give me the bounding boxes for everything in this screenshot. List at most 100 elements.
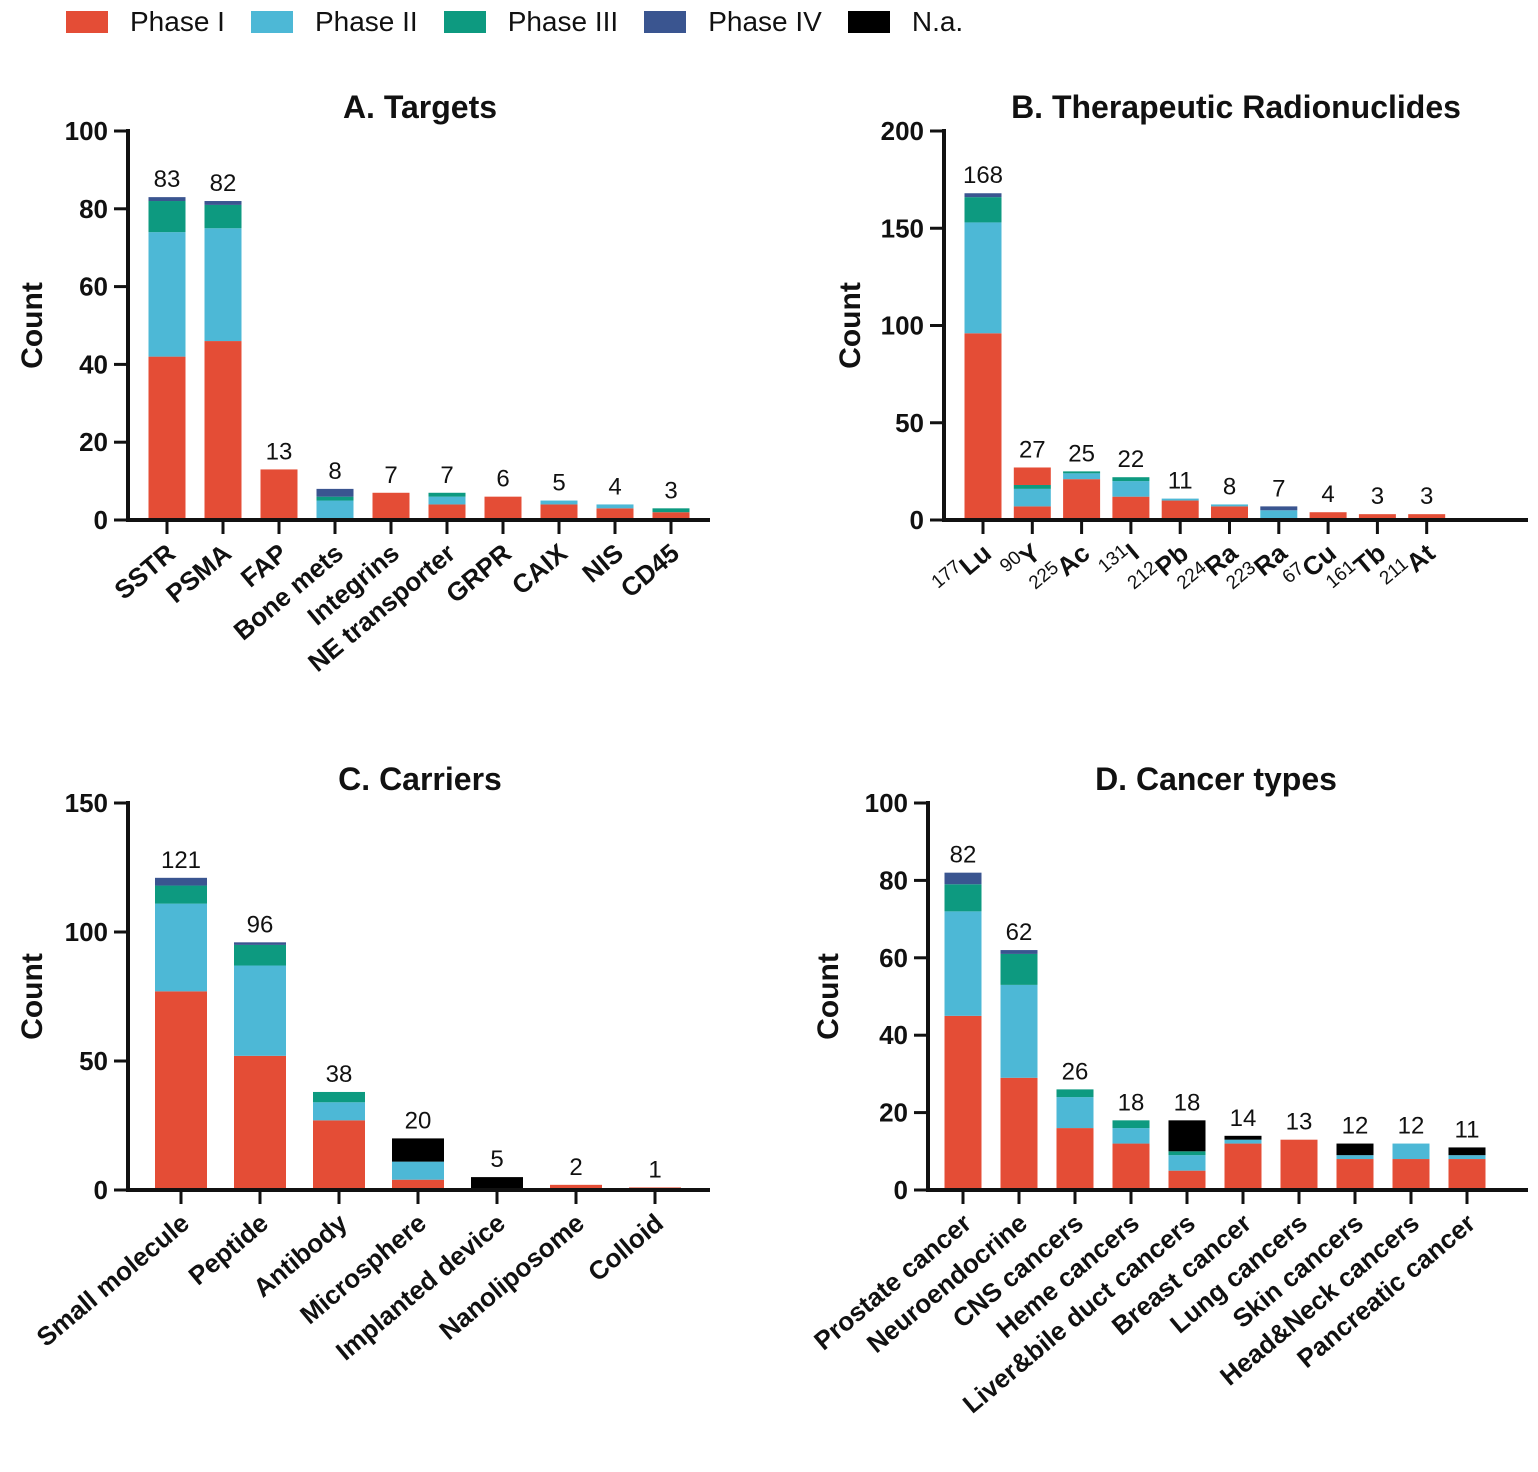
bar-segment-phase-i [234, 1055, 286, 1190]
bar-segment-phase-i [155, 991, 207, 1190]
bar-segment-phase-ii [1392, 1143, 1430, 1160]
bar-segment-phase-ii [1000, 984, 1038, 1078]
x-tick-label: PSMA [160, 537, 237, 608]
bar-segment-phase-iii [155, 885, 207, 904]
data-label: 8 [328, 458, 341, 485]
data-label: 8 [1223, 473, 1236, 500]
bar-segment-phase-i [1112, 1143, 1150, 1190]
bar-segment-phase-i [944, 1015, 982, 1190]
bar-segment-phase-i [652, 512, 690, 520]
x-tick-label: Colloid [582, 1208, 669, 1288]
data-label: 3 [1420, 483, 1433, 510]
data-label: 13 [1286, 1109, 1313, 1136]
bar-segment-phase-iii [1112, 1120, 1150, 1129]
y-tick-label: 50 [79, 1046, 108, 1076]
y-axis-title: Count [812, 953, 845, 1040]
legend-item-n-a: N.a. [847, 6, 964, 38]
bar-segment-phase-i [1448, 1159, 1486, 1190]
y-axis-title: Count [16, 953, 49, 1040]
y-tick-label: 100 [881, 311, 924, 341]
x-tick-label: CD45 [615, 538, 685, 604]
y-tick-label: 20 [79, 427, 108, 457]
bar-segment-phase-iv [155, 877, 207, 886]
y-tick-label: 40 [79, 349, 108, 379]
legend-label: Phase I [130, 6, 225, 37]
data-label: 5 [552, 470, 565, 497]
bar-segment-n-a [392, 1138, 444, 1162]
bar-segment-phase-ii [316, 500, 354, 519]
legend-item-phase-i: Phase I [66, 6, 225, 38]
data-label: 7 [1272, 475, 1285, 502]
x-tick-label: 211At [1376, 536, 1441, 598]
bar-segment-phase-iv [944, 872, 982, 885]
data-label: 82 [210, 170, 237, 197]
panel-title: C. Carriers [338, 761, 502, 797]
bar-segment-phase-iii [1056, 1089, 1094, 1098]
bar-segment-phase-ii [1448, 1155, 1486, 1160]
legend-label: Phase IV [708, 6, 822, 37]
x-tick-label: GRPR [440, 537, 517, 608]
legend-swatch [66, 11, 108, 33]
data-label: 12 [1398, 1113, 1425, 1140]
legend-swatch [443, 11, 486, 33]
data-label: 3 [1371, 483, 1384, 510]
bar-segment-phase-i [540, 504, 578, 520]
y-tick-label: 0 [94, 1175, 108, 1205]
data-label: 83 [154, 166, 181, 193]
bar-segment-phase-ii [1013, 488, 1051, 507]
legend-label: N.a. [911, 6, 964, 37]
bar-segment-phase-ii [596, 504, 634, 509]
bar-segment-n-a [1224, 1135, 1262, 1140]
y-tick-label: 0 [910, 505, 924, 535]
data-label: 18 [1118, 1089, 1145, 1116]
bar-segment-phase-i [1161, 500, 1199, 520]
data-label: 20 [405, 1107, 432, 1134]
bar-segment-phase-ii [964, 222, 1002, 334]
y-tick-label: 100 [865, 788, 908, 818]
bar-segment-phase-i [1358, 514, 1396, 520]
bar-segment-phase-iv [204, 201, 242, 205]
bar-segment-phase-i [596, 508, 634, 520]
bar-segment-phase-i [1309, 512, 1347, 520]
bar-segment-n-a [1168, 1120, 1206, 1152]
bar-segment-phase-iii [1063, 471, 1101, 474]
bar-segment-phase-i [372, 492, 410, 520]
bar-segment-phase-i [1336, 1159, 1374, 1190]
bar-segment-phase-i [1168, 1170, 1206, 1190]
bar-segment-phase-iii [1000, 953, 1038, 985]
panel-title: A. Targets [343, 89, 497, 125]
y-tick-label: 100 [65, 917, 108, 947]
data-label: 3 [664, 477, 677, 504]
bar-segment-phase-ii [428, 496, 466, 505]
bar-segment-phase-ii [313, 1102, 365, 1121]
x-tick-label: 177Lu [928, 536, 997, 601]
bar-segment-phase-ii [1161, 498, 1199, 501]
bar-segment-n-a [1448, 1147, 1486, 1156]
bar-segment-phase-ii [1211, 504, 1248, 507]
data-label: 22 [1118, 446, 1145, 473]
bar-segment-phase-i [1280, 1139, 1318, 1190]
bar-segment-phase-i [1056, 1128, 1094, 1190]
bar-segment-n-a [1336, 1143, 1374, 1156]
bar-segment-phase-iii [148, 201, 186, 233]
legend-swatch [644, 11, 687, 33]
bar-segment-phase-i [1392, 1159, 1430, 1190]
data-label: 13 [266, 438, 293, 465]
bar-segment-phase-ii [1336, 1155, 1374, 1160]
data-label: 27 [1019, 436, 1046, 463]
bar-segment-phase-ii [1224, 1139, 1262, 1144]
x-tick-label: CAIX [506, 537, 573, 600]
legend-swatch [250, 11, 293, 33]
y-tick-label: 0 [894, 1175, 908, 1205]
bar-segment-phase-iii [1112, 477, 1150, 482]
bar-segment-phase-ii [944, 911, 982, 1016]
x-tick-label: 225Ac [1025, 536, 1095, 602]
y-tick-label: 60 [79, 272, 108, 302]
x-tick-label: Nanoliposome [433, 1208, 590, 1346]
data-label: 14 [1230, 1105, 1257, 1132]
y-tick-label: 200 [881, 116, 924, 146]
bar-segment-phase-ii [148, 232, 186, 357]
data-label: 121 [161, 847, 201, 874]
bar-segment-phase-ii [540, 500, 578, 505]
